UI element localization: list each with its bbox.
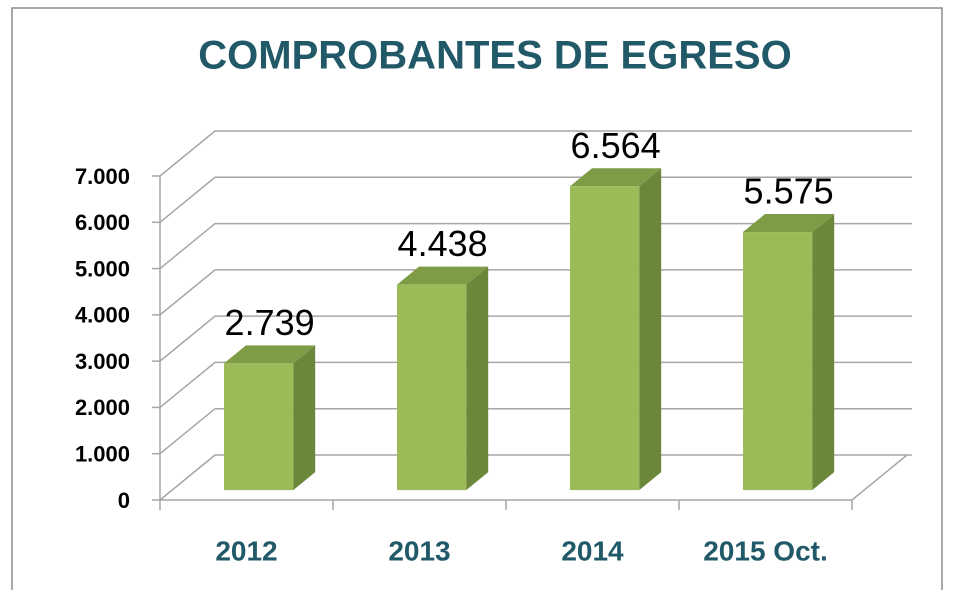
bar-top	[397, 266, 489, 285]
bar	[397, 284, 467, 491]
bar	[743, 232, 813, 491]
y-tick-label: 5.000	[75, 256, 130, 281]
y-tick-label: 6.000	[75, 210, 130, 235]
y-tick-label: 2.000	[75, 395, 130, 420]
bar-top	[570, 168, 662, 187]
x-tick-label: 2012	[215, 535, 277, 566]
y-tick-label: 3.000	[75, 349, 130, 374]
y-tick-label: 0	[118, 488, 130, 513]
grid-line	[159, 407, 912, 455]
bar-top	[743, 214, 835, 233]
grid-line	[159, 222, 912, 270]
y-tick-label: 7.000	[75, 164, 130, 189]
grid-line	[159, 176, 912, 223]
bar-side	[466, 266, 489, 491]
chart-title: COMPROBANTES DE EGRESO	[198, 34, 791, 78]
grid-line	[159, 454, 912, 501]
x-tick-label: 2015 Oct.	[703, 535, 828, 566]
grid-line	[159, 269, 912, 316]
data-label: 2.739	[225, 302, 315, 343]
bar-side	[812, 214, 835, 491]
data-label: 6.564	[571, 125, 661, 166]
grid-line	[159, 361, 912, 409]
y-tick-label: 4.000	[75, 303, 130, 328]
grid-line	[159, 130, 912, 177]
grid-line	[159, 315, 912, 362]
bar-top	[224, 345, 316, 364]
data-label: 5.575	[744, 171, 834, 212]
x-tick-label: 2014	[561, 535, 624, 566]
y-tick-label: 1.000	[75, 442, 130, 467]
bar	[570, 186, 640, 491]
bar	[224, 363, 294, 491]
bar-side	[293, 345, 316, 491]
data-label: 4.438	[398, 223, 488, 264]
bar-side	[639, 168, 662, 491]
x-tick-label: 2013	[388, 535, 450, 566]
